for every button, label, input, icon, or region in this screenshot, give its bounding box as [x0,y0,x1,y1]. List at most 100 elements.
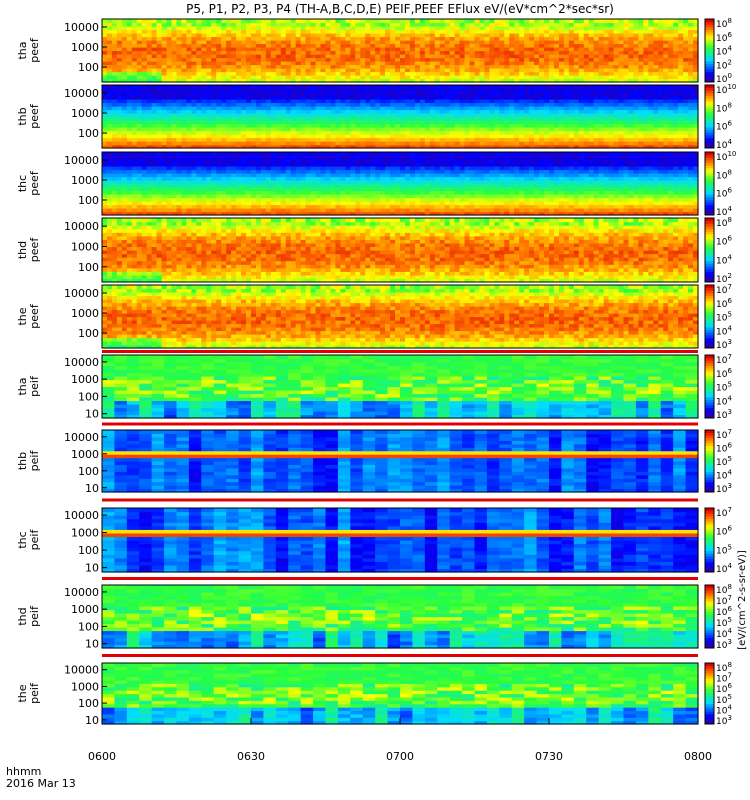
spectrogram-cell [126,33,133,38]
colorbar-segment [705,90,714,94]
spectrogram-cell [226,120,232,125]
spectrogram-cell [350,47,356,52]
spectrogram-cell [156,19,163,24]
spectrogram-cell [330,120,337,125]
spectrogram-cell [563,102,570,107]
spectrogram-cell [295,54,302,59]
spectrogram-cell [608,134,615,139]
spectrogram-cell [146,197,153,202]
spectrogram-cell [345,130,351,135]
spectrogram-cell [151,92,158,97]
spectrogram-cell [126,123,133,128]
spectrogram-cell [380,99,386,104]
spectrogram-cell [400,64,406,69]
spectrogram-cell [509,113,515,118]
spectrogram-cell [251,40,257,45]
spectrogram-cell [380,57,386,62]
spectrogram-cell [176,120,183,125]
spectrogram-cell [504,47,510,52]
spectrogram-cell [201,26,207,31]
spectrogram-cell [241,204,247,209]
spectrogram-cell [255,54,262,59]
spectrogram-cell [618,106,625,111]
spectrogram-cell [370,43,376,48]
spectrogram-cell [156,113,163,118]
spectrogram-cell [136,75,143,80]
spectrogram-cell [375,54,381,59]
spectrogram-cell [439,92,446,97]
spectrogram-cell [226,26,232,31]
spectrogram-cell [459,141,466,146]
spectrogram-cell [305,68,312,73]
spectrogram-cell [668,64,674,69]
spectrogram-cell [191,33,197,38]
spectrogram-cell [519,26,525,31]
spectrogram-cell [464,120,471,125]
spectrogram-cell [618,92,625,97]
spectrogram-cell [653,68,659,73]
spectrogram-cell [544,71,550,76]
spectrogram-cell [181,40,188,45]
spectrogram-cell [300,102,307,107]
spectrogram-cell [563,106,570,111]
spectrogram-cell [380,33,386,38]
spectrogram-cell [201,36,207,41]
spectrogram-cell [265,29,272,34]
spectrogram-cell [166,57,173,62]
spectrogram-cell [375,109,381,114]
spectrogram-cell [494,109,500,114]
spectrogram-cell [628,102,635,107]
spectrogram-cell [499,26,505,31]
spectrogram-cell [231,43,237,48]
spectrogram-cell [141,102,148,107]
spectrogram-cell [141,208,148,213]
spectrogram-cell [499,123,505,128]
spectrogram-cell [260,166,267,171]
spectrogram-cell [434,102,441,107]
spectrogram-cell [648,61,654,66]
spectrogram-cell [161,144,168,149]
spectrogram-cell [454,144,461,149]
spectrogram-cell [524,71,530,76]
spectrogram-cell [260,64,267,69]
spectrogram-cell [469,95,476,100]
spectrogram-cell [151,211,158,216]
spectrogram-cell [236,159,242,164]
spectrogram-cell [514,36,520,41]
spectrogram-cell [404,130,411,135]
spectrogram-cell [529,22,535,27]
spectrogram-cell [340,106,346,111]
spectrogram-cell [499,130,505,135]
spectrogram-cell [330,99,337,104]
spectrogram-cell [131,211,138,216]
spectrogram-cell [633,102,639,107]
spectrogram-cell [688,33,694,38]
spectrogram-cell [534,120,540,125]
spectrogram-cell [668,120,674,125]
spectrogram-cell [350,54,356,59]
spectrogram-cell [176,183,183,188]
spectrogram-cell [345,92,351,97]
spectrogram-cell [593,144,600,149]
spectrogram-cell [325,113,332,118]
spectrogram-cell [265,22,272,27]
spectrogram-cell [380,106,386,111]
spectrogram-cell [693,22,699,27]
spectrogram-cell [514,61,520,66]
spectrogram-cell [295,29,302,34]
spectrogram-cell [141,197,148,202]
spectrogram-cell [539,29,545,34]
spectrogram-cell [633,92,639,97]
spectrogram-cell [146,102,153,107]
spectrogram-cell [141,173,148,178]
spectrogram-cell [583,113,590,118]
spectrogram-cell [414,57,421,62]
spectrogram-cell [653,78,659,83]
spectrogram-cell [106,183,113,188]
spectrogram-cell [161,201,168,206]
spectrogram-cell [102,88,108,93]
spectrogram-cell [484,127,490,132]
spectrogram-cell [161,137,168,142]
spectrogram-cell [429,113,436,118]
